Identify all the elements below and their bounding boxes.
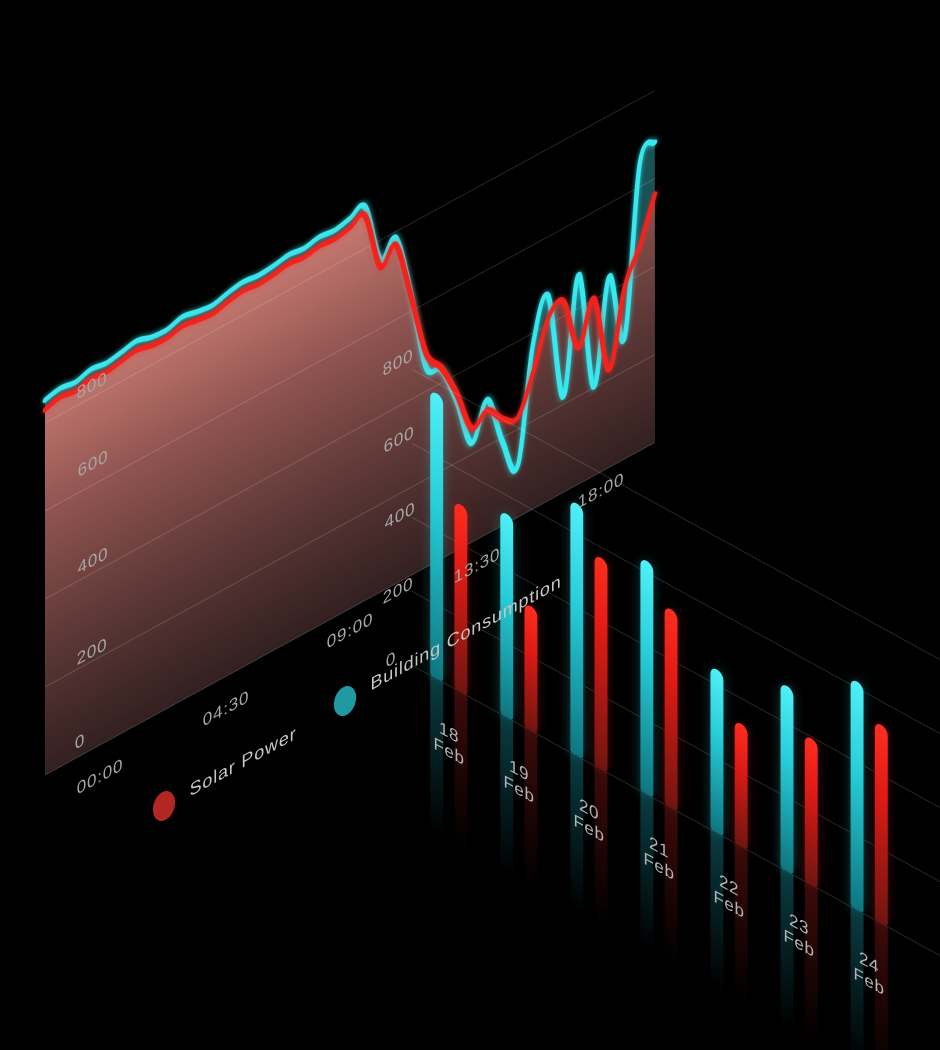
building-consumption-bar-reflection-20-feb	[570, 752, 584, 935]
legend-label: Solar Power	[189, 722, 297, 801]
building-consumption-bar-reflection-22-feb	[710, 829, 724, 1012]
building-consumption-bar-18-feb	[430, 390, 444, 683]
legend-dot-icon	[330, 682, 360, 720]
bar-chart-plane	[412, 362, 940, 1050]
solar-power-bar-reflection-24-feb	[874, 919, 888, 1050]
solar-power-bar-21-feb	[664, 605, 678, 811]
solar-power-bar-19-feb	[524, 602, 538, 734]
building-consumption-bar-24-feb	[850, 678, 864, 914]
area-x-tick-00:00: 00:00	[76, 754, 124, 799]
solar-power-bar-reflection-22-feb	[734, 842, 748, 1025]
building-consumption-bar-reflection-21-feb	[640, 790, 654, 973]
building-consumption-bar-22-feb	[710, 666, 724, 837]
solar-power-bar-reflection-20-feb	[594, 765, 608, 948]
bar-y-tick-0: 0	[385, 647, 397, 672]
solar-power-bar-22-feb	[734, 720, 748, 850]
area-chart-plane	[42, 0, 658, 776]
building-consumption-bar-23-feb	[780, 682, 794, 875]
building-consumption-bar-20-feb	[570, 500, 584, 760]
legend-dot-icon	[149, 787, 179, 825]
building-consumption-bar-reflection-19-feb	[500, 713, 514, 896]
area-x-tick-04:30: 04:30	[202, 686, 250, 731]
building-consumption-bar-reflection-23-feb	[780, 867, 794, 1050]
solar-power-bar-reflection-21-feb	[664, 803, 678, 986]
solar-power-bar-reflection-19-feb	[524, 726, 538, 909]
solar-power-bar-20-feb	[594, 554, 608, 773]
solar-power-bar-18-feb	[454, 501, 468, 696]
solar-power-bar-24-feb	[874, 721, 888, 927]
building-consumption-bar-reflection-24-feb	[850, 906, 864, 1050]
solar-power-area-fill	[45, 194, 655, 775]
solar-power-bar-23-feb	[804, 734, 818, 888]
building-consumption-bar-21-feb	[640, 557, 654, 798]
solar-power-line	[42, 191, 658, 432]
solar-power-bar-reflection-18-feb	[454, 688, 468, 871]
area-chart-svg	[42, 90, 658, 776]
solar-power-bar-reflection-23-feb	[804, 880, 818, 1050]
building-consumption-line	[42, 139, 658, 474]
building-consumption-bar-reflection-18-feb	[430, 675, 444, 858]
building-consumption-bar-19-feb	[500, 510, 514, 721]
